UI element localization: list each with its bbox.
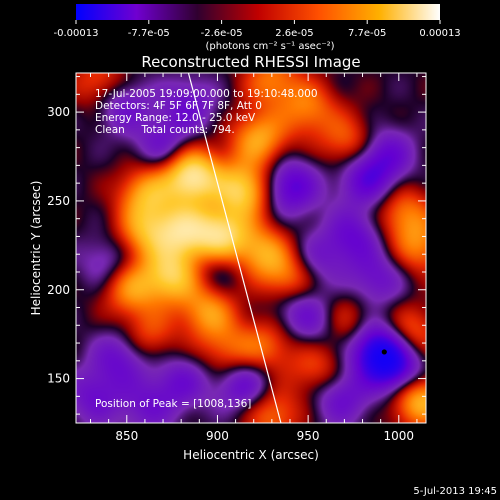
colorbar-tick-label: -2.6e-05 (201, 28, 243, 39)
heatmap-image (76, 73, 426, 423)
y-tick-label: 300 (47, 105, 70, 119)
y-tick-label: 150 (47, 372, 70, 386)
colorbar-ticks: -0.00013 -7.7e-05 -2.6e-05 2.6e-05 7.7e-05 0.… (54, 20, 461, 39)
x-tick-label: 850 (115, 429, 138, 443)
x-tick-label: 950 (297, 429, 320, 443)
colorbar-tick-label: -0.00013 (54, 28, 99, 39)
colorbar-tick-label: 2.6e-05 (275, 28, 313, 39)
x-tick-label: 1000 (384, 429, 415, 443)
axis-ticks: 850 900 950 1000 150 200 250 300 (47, 73, 426, 443)
annotation-detectors: Detectors: 4F 5F 6F 7F 8F, Att 0 (95, 100, 262, 112)
x-tick-label: 900 (206, 429, 229, 443)
colorbar-tick-label: 0.00013 (419, 28, 460, 39)
annotation-block: 17-Jul-2005 19:09:00.000 to 19:10:48.000… (95, 88, 318, 136)
plot-frame (75, 72, 427, 424)
colorbar-units: (photons cm⁻² s⁻¹ asec⁻²) (205, 41, 334, 52)
colorbar-tick-label: 7.7e-05 (348, 28, 386, 39)
y-tick-label: 200 (47, 283, 70, 297)
annotation-clean: Clean Total counts: 794. (95, 124, 235, 136)
x-axis-label: Heliocentric X (arcsec) (183, 448, 319, 462)
colorbar (76, 4, 440, 20)
colorbar-tick-label: -7.7e-05 (128, 28, 170, 39)
y-axis-label: Heliocentric Y (arcsec) (29, 181, 43, 316)
y-tick-label: 250 (47, 194, 70, 208)
solar-limb-line (187, 73, 282, 423)
annotation-peak-position: Position of Peak = [1008,136] (95, 398, 251, 410)
annotation-energy-range: Energy Range: 12.0 - 25.0 keV (95, 112, 256, 124)
annotation-time-range: 17-Jul-2005 19:09:00.000 to 19:10:48.000 (95, 88, 318, 100)
footer-date: 5-Jul-2013 19:45 (413, 486, 497, 497)
chart-title: Reconstructed RHESSI Image (141, 53, 360, 71)
source-marker (381, 349, 387, 355)
